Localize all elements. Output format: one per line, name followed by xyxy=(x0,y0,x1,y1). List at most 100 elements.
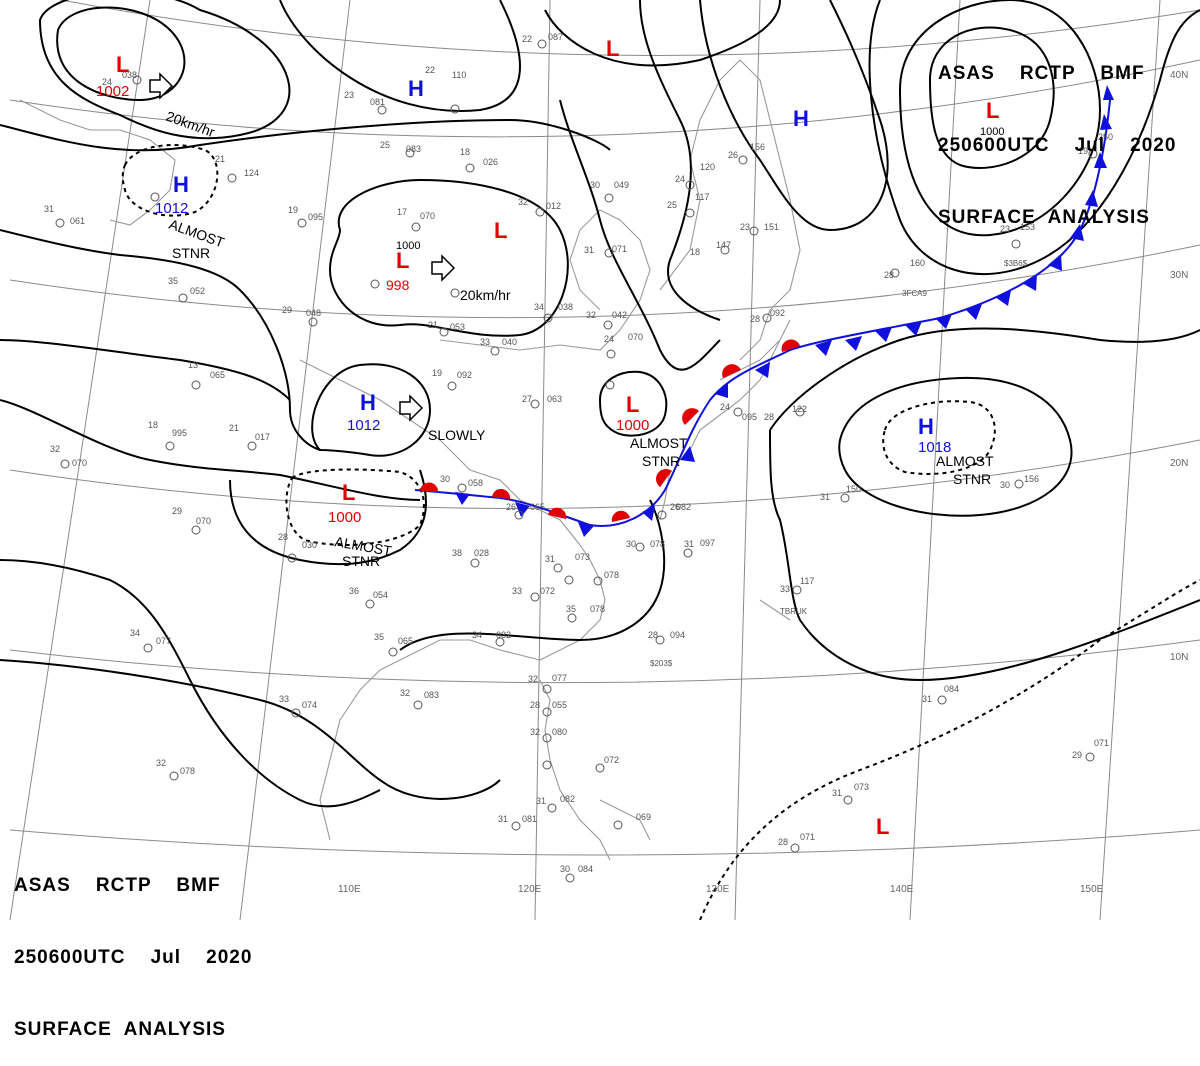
low-center-value: 1000 xyxy=(616,417,649,434)
svg-text:30: 30 xyxy=(590,180,600,190)
svg-text:26: 26 xyxy=(506,502,516,512)
svg-text:23: 23 xyxy=(1000,224,1010,234)
svg-text:058: 058 xyxy=(468,478,483,488)
cold-front-triangles xyxy=(455,85,1114,537)
svg-text:29: 29 xyxy=(282,305,292,315)
high-center-symbol: H xyxy=(793,106,809,131)
lon-label-110e: 110E xyxy=(338,884,361,895)
almost-label: ALMOST xyxy=(936,453,994,469)
high-center-symbol: H xyxy=(408,76,424,101)
svg-text:072: 072 xyxy=(540,586,555,596)
stnr-label: STNR xyxy=(642,453,680,469)
svg-text:36: 36 xyxy=(349,586,359,596)
svg-text:26: 26 xyxy=(728,150,738,160)
svg-text:35: 35 xyxy=(168,276,178,286)
svg-text:21: 21 xyxy=(229,423,239,433)
svg-text:077: 077 xyxy=(156,636,171,646)
svg-text:38: 38 xyxy=(452,548,462,558)
station-plots xyxy=(55,39,1098,883)
svg-text:052: 052 xyxy=(190,286,205,296)
svg-text:080: 080 xyxy=(552,727,567,737)
svg-text:34: 34 xyxy=(130,628,140,638)
svg-text:078: 078 xyxy=(650,539,665,549)
svg-text:026: 026 xyxy=(483,157,498,167)
low-center-symbol: L xyxy=(116,52,129,77)
svg-text:153: 153 xyxy=(1020,222,1035,232)
svg-text:31: 31 xyxy=(832,788,842,798)
svg-text:31: 31 xyxy=(922,694,932,704)
svg-text:30: 30 xyxy=(440,474,450,484)
stnr-label: STNR xyxy=(953,471,991,487)
svg-text:069: 069 xyxy=(636,812,651,822)
svg-text:030: 030 xyxy=(302,540,317,550)
svg-text:042: 042 xyxy=(612,310,627,320)
low-center-symbol: L xyxy=(986,98,999,123)
svg-text:32: 32 xyxy=(518,197,528,207)
svg-text:065: 065 xyxy=(398,636,413,646)
svg-text:078: 078 xyxy=(604,570,619,580)
svg-text:28: 28 xyxy=(778,837,788,847)
svg-text:053: 053 xyxy=(450,322,465,332)
ship-labels: 3FCA9 $3B6$ $203$ TBRUK xyxy=(650,259,1028,668)
svg-text:28: 28 xyxy=(530,700,540,710)
svg-text:070: 070 xyxy=(628,332,643,342)
svg-text:071: 071 xyxy=(800,832,815,842)
lat-label-20n: 20N xyxy=(1170,458,1188,469)
svg-text:29: 29 xyxy=(1072,750,1082,760)
chart-header: ASAS RCTP BMF 250600UTC Jul 2020 SURFACE… xyxy=(938,14,1176,254)
svg-text:28: 28 xyxy=(278,532,288,542)
svg-text:078: 078 xyxy=(180,766,195,776)
lon-label-140e: 140E xyxy=(890,884,914,895)
svg-text:082: 082 xyxy=(496,630,511,640)
svg-text:25: 25 xyxy=(667,200,677,210)
svg-text:084: 084 xyxy=(944,684,959,694)
ship-callsign: $203$ xyxy=(650,659,673,668)
high-center-value: 1012 xyxy=(155,200,188,217)
svg-text:31: 31 xyxy=(684,539,694,549)
svg-text:082: 082 xyxy=(676,502,691,512)
svg-text:17: 17 xyxy=(397,207,407,217)
high-center-symbol: H xyxy=(918,414,934,439)
svg-text:071: 071 xyxy=(1094,738,1109,748)
svg-text:23: 23 xyxy=(740,222,750,232)
svg-text:27: 27 xyxy=(522,394,532,404)
svg-text:054: 054 xyxy=(373,590,388,600)
header-line-station: ASAS RCTP BMF xyxy=(938,63,1145,84)
svg-text:065: 065 xyxy=(530,502,545,512)
warm-front-semicircles xyxy=(420,339,800,522)
low-center-symbol: L xyxy=(396,248,409,273)
svg-text:117: 117 xyxy=(695,192,709,202)
low-center-symbol: L xyxy=(342,480,355,505)
svg-text:072: 072 xyxy=(604,755,619,765)
svg-text:31: 31 xyxy=(498,814,508,824)
svg-text:110: 110 xyxy=(452,70,466,80)
pressure-centers: L 1002 H 1012 H L L L 998 H L 1000 H 101… xyxy=(96,36,1004,839)
svg-text:28: 28 xyxy=(648,630,658,640)
svg-text:083: 083 xyxy=(406,144,421,154)
svg-text:017: 017 xyxy=(255,432,270,442)
svg-text:30: 30 xyxy=(1000,480,1010,490)
ship-callsign: 3FCA9 xyxy=(902,289,927,298)
svg-text:18: 18 xyxy=(460,147,470,157)
svg-text:117: 117 xyxy=(800,576,814,586)
svg-text:33: 33 xyxy=(512,586,522,596)
svg-text:097: 097 xyxy=(700,538,715,548)
station-readings: 24 038 21 124 31 061 35 052 19 095 23 081 25 08… xyxy=(44,32,1113,874)
svg-text:13: 13 xyxy=(188,360,198,370)
svg-text:32: 32 xyxy=(586,310,596,320)
svg-text:31: 31 xyxy=(536,796,546,806)
svg-text:028: 028 xyxy=(474,548,489,558)
almost-label: ALMOST xyxy=(630,435,688,451)
svg-text:055: 055 xyxy=(552,700,567,710)
lon-label-130e: 130E xyxy=(706,884,730,895)
svg-text:19: 19 xyxy=(1078,146,1088,156)
svg-text:063: 063 xyxy=(547,394,562,404)
svg-text:18: 18 xyxy=(148,420,158,430)
svg-text:081: 081 xyxy=(370,97,385,107)
svg-text:082: 082 xyxy=(560,794,575,804)
svg-text:24: 24 xyxy=(720,402,730,412)
svg-text:081: 081 xyxy=(522,814,537,824)
isobar-labels: 1000 xyxy=(392,238,424,252)
lat-label-40n: 40N xyxy=(1170,70,1188,81)
svg-text:35: 35 xyxy=(374,632,384,642)
